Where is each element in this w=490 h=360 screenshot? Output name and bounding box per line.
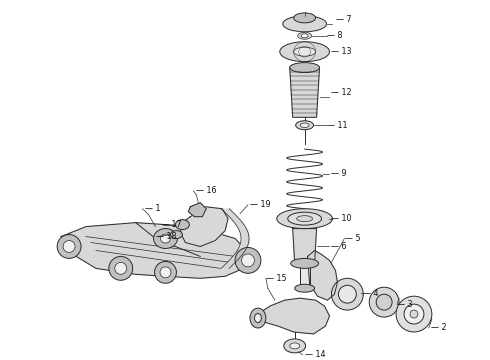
Ellipse shape — [404, 304, 424, 324]
Ellipse shape — [369, 287, 399, 317]
Ellipse shape — [410, 310, 418, 318]
Polygon shape — [300, 264, 310, 288]
Ellipse shape — [171, 231, 182, 239]
Text: — 11: — 11 — [326, 121, 347, 130]
Polygon shape — [61, 222, 250, 278]
Text: — 4: — 4 — [363, 289, 379, 298]
Text: — 5: — 5 — [345, 234, 361, 243]
Ellipse shape — [396, 296, 432, 332]
Polygon shape — [188, 203, 206, 217]
Ellipse shape — [300, 123, 309, 127]
Ellipse shape — [153, 229, 177, 248]
Text: — 7: — 7 — [337, 15, 352, 24]
Ellipse shape — [254, 314, 261, 323]
Ellipse shape — [296, 216, 313, 222]
Ellipse shape — [250, 308, 266, 328]
Text: — 18: — 18 — [155, 232, 176, 241]
Ellipse shape — [301, 34, 308, 38]
Ellipse shape — [284, 339, 306, 353]
Circle shape — [160, 267, 171, 278]
Ellipse shape — [291, 258, 318, 268]
Ellipse shape — [376, 294, 392, 310]
Ellipse shape — [175, 220, 189, 230]
Text: — 10: — 10 — [331, 214, 352, 223]
Ellipse shape — [161, 234, 171, 243]
Circle shape — [154, 261, 176, 283]
Ellipse shape — [280, 42, 329, 62]
Text: — 14: — 14 — [305, 350, 325, 359]
Circle shape — [109, 256, 133, 280]
Text: — 16: — 16 — [196, 186, 217, 195]
Text: — 19: — 19 — [250, 200, 270, 209]
Text: — 8: — 8 — [326, 31, 342, 40]
Ellipse shape — [295, 121, 314, 130]
Polygon shape — [290, 68, 319, 117]
Polygon shape — [293, 229, 317, 264]
Text: — 9: — 9 — [331, 170, 347, 179]
Text: — 13: — 13 — [331, 47, 352, 56]
Text: — 15: — 15 — [266, 274, 287, 283]
Ellipse shape — [277, 209, 332, 229]
Ellipse shape — [288, 212, 321, 225]
Text: — 17: — 17 — [161, 220, 181, 229]
Circle shape — [57, 235, 81, 258]
Circle shape — [115, 262, 127, 274]
Circle shape — [63, 240, 75, 252]
Text: — 12: — 12 — [331, 88, 352, 97]
Ellipse shape — [339, 285, 356, 303]
Ellipse shape — [290, 63, 319, 73]
Text: — 3: — 3 — [397, 300, 413, 309]
Ellipse shape — [283, 16, 326, 32]
Text: — 1: — 1 — [145, 204, 160, 213]
Ellipse shape — [298, 32, 312, 39]
Circle shape — [242, 254, 254, 267]
Ellipse shape — [294, 13, 316, 23]
Polygon shape — [308, 251, 338, 300]
Circle shape — [235, 247, 261, 273]
Text: — 2: — 2 — [431, 324, 446, 333]
Ellipse shape — [294, 47, 316, 56]
Ellipse shape — [294, 284, 315, 292]
Ellipse shape — [290, 343, 300, 349]
Polygon shape — [180, 207, 228, 247]
Text: — 6: — 6 — [331, 242, 347, 251]
Ellipse shape — [331, 278, 363, 310]
Polygon shape — [258, 298, 329, 334]
